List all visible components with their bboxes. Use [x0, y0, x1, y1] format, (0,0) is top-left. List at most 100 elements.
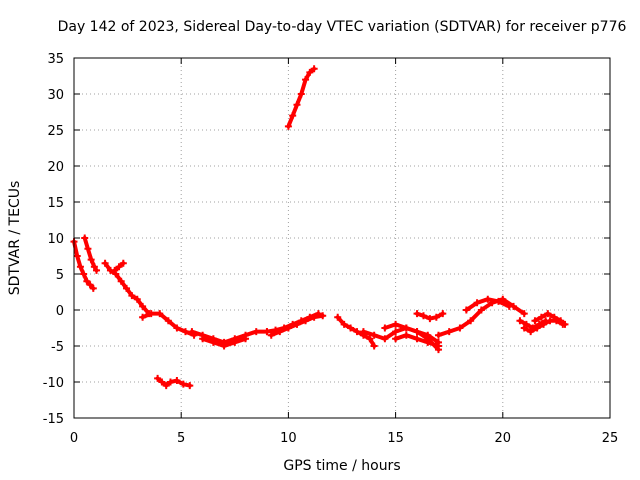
- data-point: [164, 317, 172, 325]
- y-tick-label: 5: [56, 268, 64, 283]
- data-point: [550, 313, 558, 321]
- data-point: [413, 310, 421, 318]
- data-point: [115, 263, 123, 271]
- series-arc-8: [199, 335, 250, 350]
- data-point: [426, 315, 434, 323]
- data-point: [181, 328, 189, 336]
- series-arc-1: [70, 238, 97, 292]
- data-point: [557, 317, 565, 325]
- data-point: [392, 328, 400, 336]
- data-point: [166, 378, 174, 386]
- series-arc-4: [111, 259, 127, 274]
- data-point: [533, 324, 541, 332]
- series-arc-16: [413, 310, 447, 323]
- data-point: [117, 277, 125, 285]
- data-point: [402, 324, 410, 332]
- data-point: [139, 313, 147, 321]
- y-axis-ticks: -15 -10 -5 0 5 10 15 20 25 30 35: [43, 52, 610, 427]
- data-point: [133, 295, 141, 303]
- data-point: [199, 335, 207, 343]
- series-arc-5: [139, 310, 198, 339]
- series-arc-19: [516, 317, 550, 332]
- x-axis-label: GPS time / hours: [283, 458, 400, 474]
- data-point: [432, 313, 440, 321]
- data-point: [366, 335, 374, 343]
- data-point: [314, 310, 322, 318]
- data-point: [293, 101, 301, 109]
- data-point: [413, 335, 421, 343]
- data-point: [80, 270, 88, 278]
- y-tick-label: 25: [47, 124, 64, 139]
- data-point: [83, 277, 91, 285]
- data-point: [419, 312, 427, 320]
- data-point: [306, 68, 314, 76]
- series-arc-2: [81, 234, 101, 274]
- data-point: [252, 328, 260, 336]
- data-point: [462, 306, 470, 314]
- series-arc-12: [334, 313, 378, 350]
- series-arc-6: [154, 374, 194, 390]
- x-tick-label: 0: [70, 431, 78, 446]
- data-point: [111, 266, 119, 274]
- data-point: [173, 324, 181, 332]
- data-point: [90, 263, 98, 271]
- data-series: [70, 65, 569, 390]
- data-point: [158, 378, 166, 386]
- x-tick-label: 25: [602, 431, 619, 446]
- data-point: [310, 65, 318, 73]
- data-point: [424, 338, 432, 346]
- data-point: [359, 328, 367, 336]
- series-line: [436, 297, 527, 338]
- series-arc-14: [381, 320, 442, 354]
- data-point: [484, 295, 492, 303]
- chart-title: Day 142 of 2023, Sidereal Day-to-day VTE…: [58, 19, 627, 35]
- data-point: [392, 335, 400, 343]
- data-point: [297, 317, 305, 325]
- data-point: [119, 259, 127, 267]
- data-point: [340, 320, 348, 328]
- data-point: [370, 331, 378, 339]
- data-point: [188, 328, 196, 336]
- data-point: [445, 328, 453, 336]
- data-point: [154, 374, 162, 382]
- data-point: [546, 317, 554, 325]
- data-point: [280, 324, 288, 332]
- series-arc-21: [531, 310, 569, 328]
- data-point: [284, 122, 292, 130]
- y-axis-label: SDTVAR / TECUs: [7, 181, 23, 296]
- data-point: [289, 112, 297, 120]
- x-tick-label: 10: [280, 431, 297, 446]
- y-tick-label: -10: [43, 376, 64, 391]
- data-point: [81, 234, 89, 242]
- data-point: [128, 292, 136, 300]
- data-point: [522, 320, 530, 328]
- data-point: [439, 310, 447, 318]
- data-point: [231, 338, 239, 346]
- data-point: [156, 310, 164, 318]
- data-point: [402, 331, 410, 339]
- y-tick-label: 35: [47, 52, 64, 67]
- data-point: [516, 317, 524, 325]
- data-point: [467, 317, 475, 325]
- y-tick-label: -15: [43, 412, 64, 427]
- series-arc-10: [263, 310, 322, 336]
- data-point: [381, 324, 389, 332]
- data-point: [434, 342, 442, 350]
- data-point: [505, 302, 513, 310]
- y-tick-label: 15: [47, 196, 64, 211]
- data-point: [186, 382, 194, 390]
- data-point: [544, 310, 552, 318]
- data-point: [540, 320, 548, 328]
- data-point: [302, 76, 310, 84]
- data-point: [319, 312, 327, 320]
- series-arc-15: [392, 331, 442, 350]
- data-point: [531, 317, 539, 325]
- data-point: [520, 310, 528, 318]
- data-point: [89, 284, 97, 292]
- data-point: [162, 382, 170, 390]
- y-tick-label: 20: [47, 160, 64, 175]
- data-point: [272, 326, 280, 334]
- data-point: [86, 281, 94, 289]
- data-point: [179, 380, 187, 388]
